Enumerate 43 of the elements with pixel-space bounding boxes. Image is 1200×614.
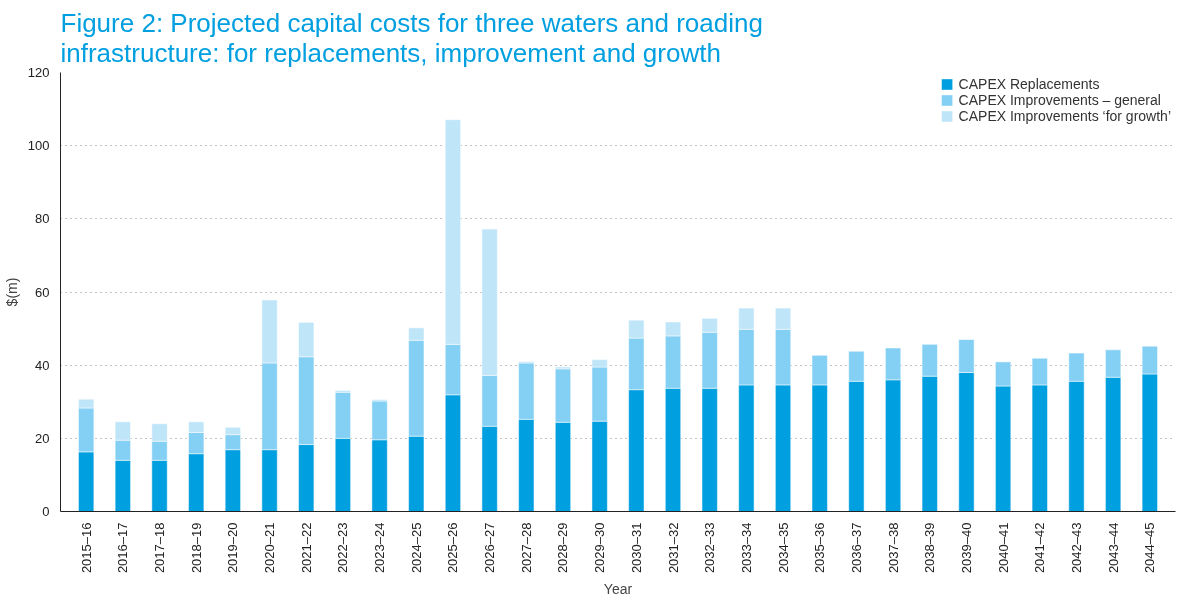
chart-title: Figure 2: Projected capital costs for three waters and roading infrastructure: for replacements, improvement and growth — [60, 7, 763, 68]
x-tick-label: 2038–39 — [922, 522, 938, 574]
x-tick-label: 2044–45 — [1142, 522, 1158, 574]
x-tick-label: 2032–33 — [702, 522, 718, 574]
x-tick-label: 2020–21 — [262, 522, 278, 574]
x-tick-label: 2035–36 — [812, 522, 828, 574]
x-tick-label: 2023–24 — [372, 522, 388, 574]
x-tick-label: 2021–22 — [298, 522, 314, 574]
x-tick-label: 2028–29 — [555, 522, 571, 574]
x-tick-label: 2042–43 — [1068, 522, 1084, 574]
y-tick-label: 100 — [27, 138, 50, 154]
y-tick-label: 20 — [35, 430, 50, 446]
x-tick-label: 2040–41 — [995, 522, 1011, 574]
x-tick-label: 2019–20 — [225, 522, 241, 574]
x-tick-label: 2016–17 — [115, 522, 131, 574]
x-tick-label: 2041–42 — [1032, 522, 1048, 574]
x-tick-label: 2036–37 — [848, 522, 864, 574]
x-tick-label: 2026–27 — [482, 522, 498, 574]
x-tick-label: 2030–31 — [628, 522, 644, 574]
x-tick-label: 2015–16 — [78, 522, 94, 574]
legend-label: CAPEX Replacements — [958, 76, 1100, 92]
y-tick-label: 40 — [35, 357, 50, 373]
x-tick-label: 2029–30 — [592, 522, 608, 574]
x-tick-label: 2018–19 — [188, 522, 204, 574]
legend-label: CAPEX Improvements ‘for growth’ — [958, 108, 1171, 124]
y-tick-label: 120 — [27, 65, 50, 80]
x-tick-label: 2034–35 — [775, 522, 791, 574]
x-tick-label: 2033–34 — [738, 522, 754, 574]
x-tick-label: 2017–18 — [152, 522, 168, 574]
y-tick-label: 80 — [35, 211, 50, 227]
x-tick-label: 2039–40 — [958, 522, 974, 574]
x-axis-title: Year — [603, 581, 633, 598]
legend-label: CAPEX Improvements – general — [958, 92, 1161, 108]
x-tick-label: 2025–26 — [445, 522, 461, 574]
x-tick-label: 2031–32 — [665, 522, 681, 574]
x-tick-label: 2027–28 — [518, 522, 534, 574]
x-tick-label: 2037–38 — [885, 522, 901, 574]
y-tick-label: 0 — [42, 504, 50, 519]
y-tick-label: 60 — [35, 284, 50, 300]
x-tick-label: 2043–44 — [1105, 522, 1121, 574]
x-tick-label: 2022–23 — [335, 522, 351, 574]
y-axis-title: $(m) — [3, 277, 20, 307]
x-tick-label: 2024–25 — [408, 522, 424, 574]
